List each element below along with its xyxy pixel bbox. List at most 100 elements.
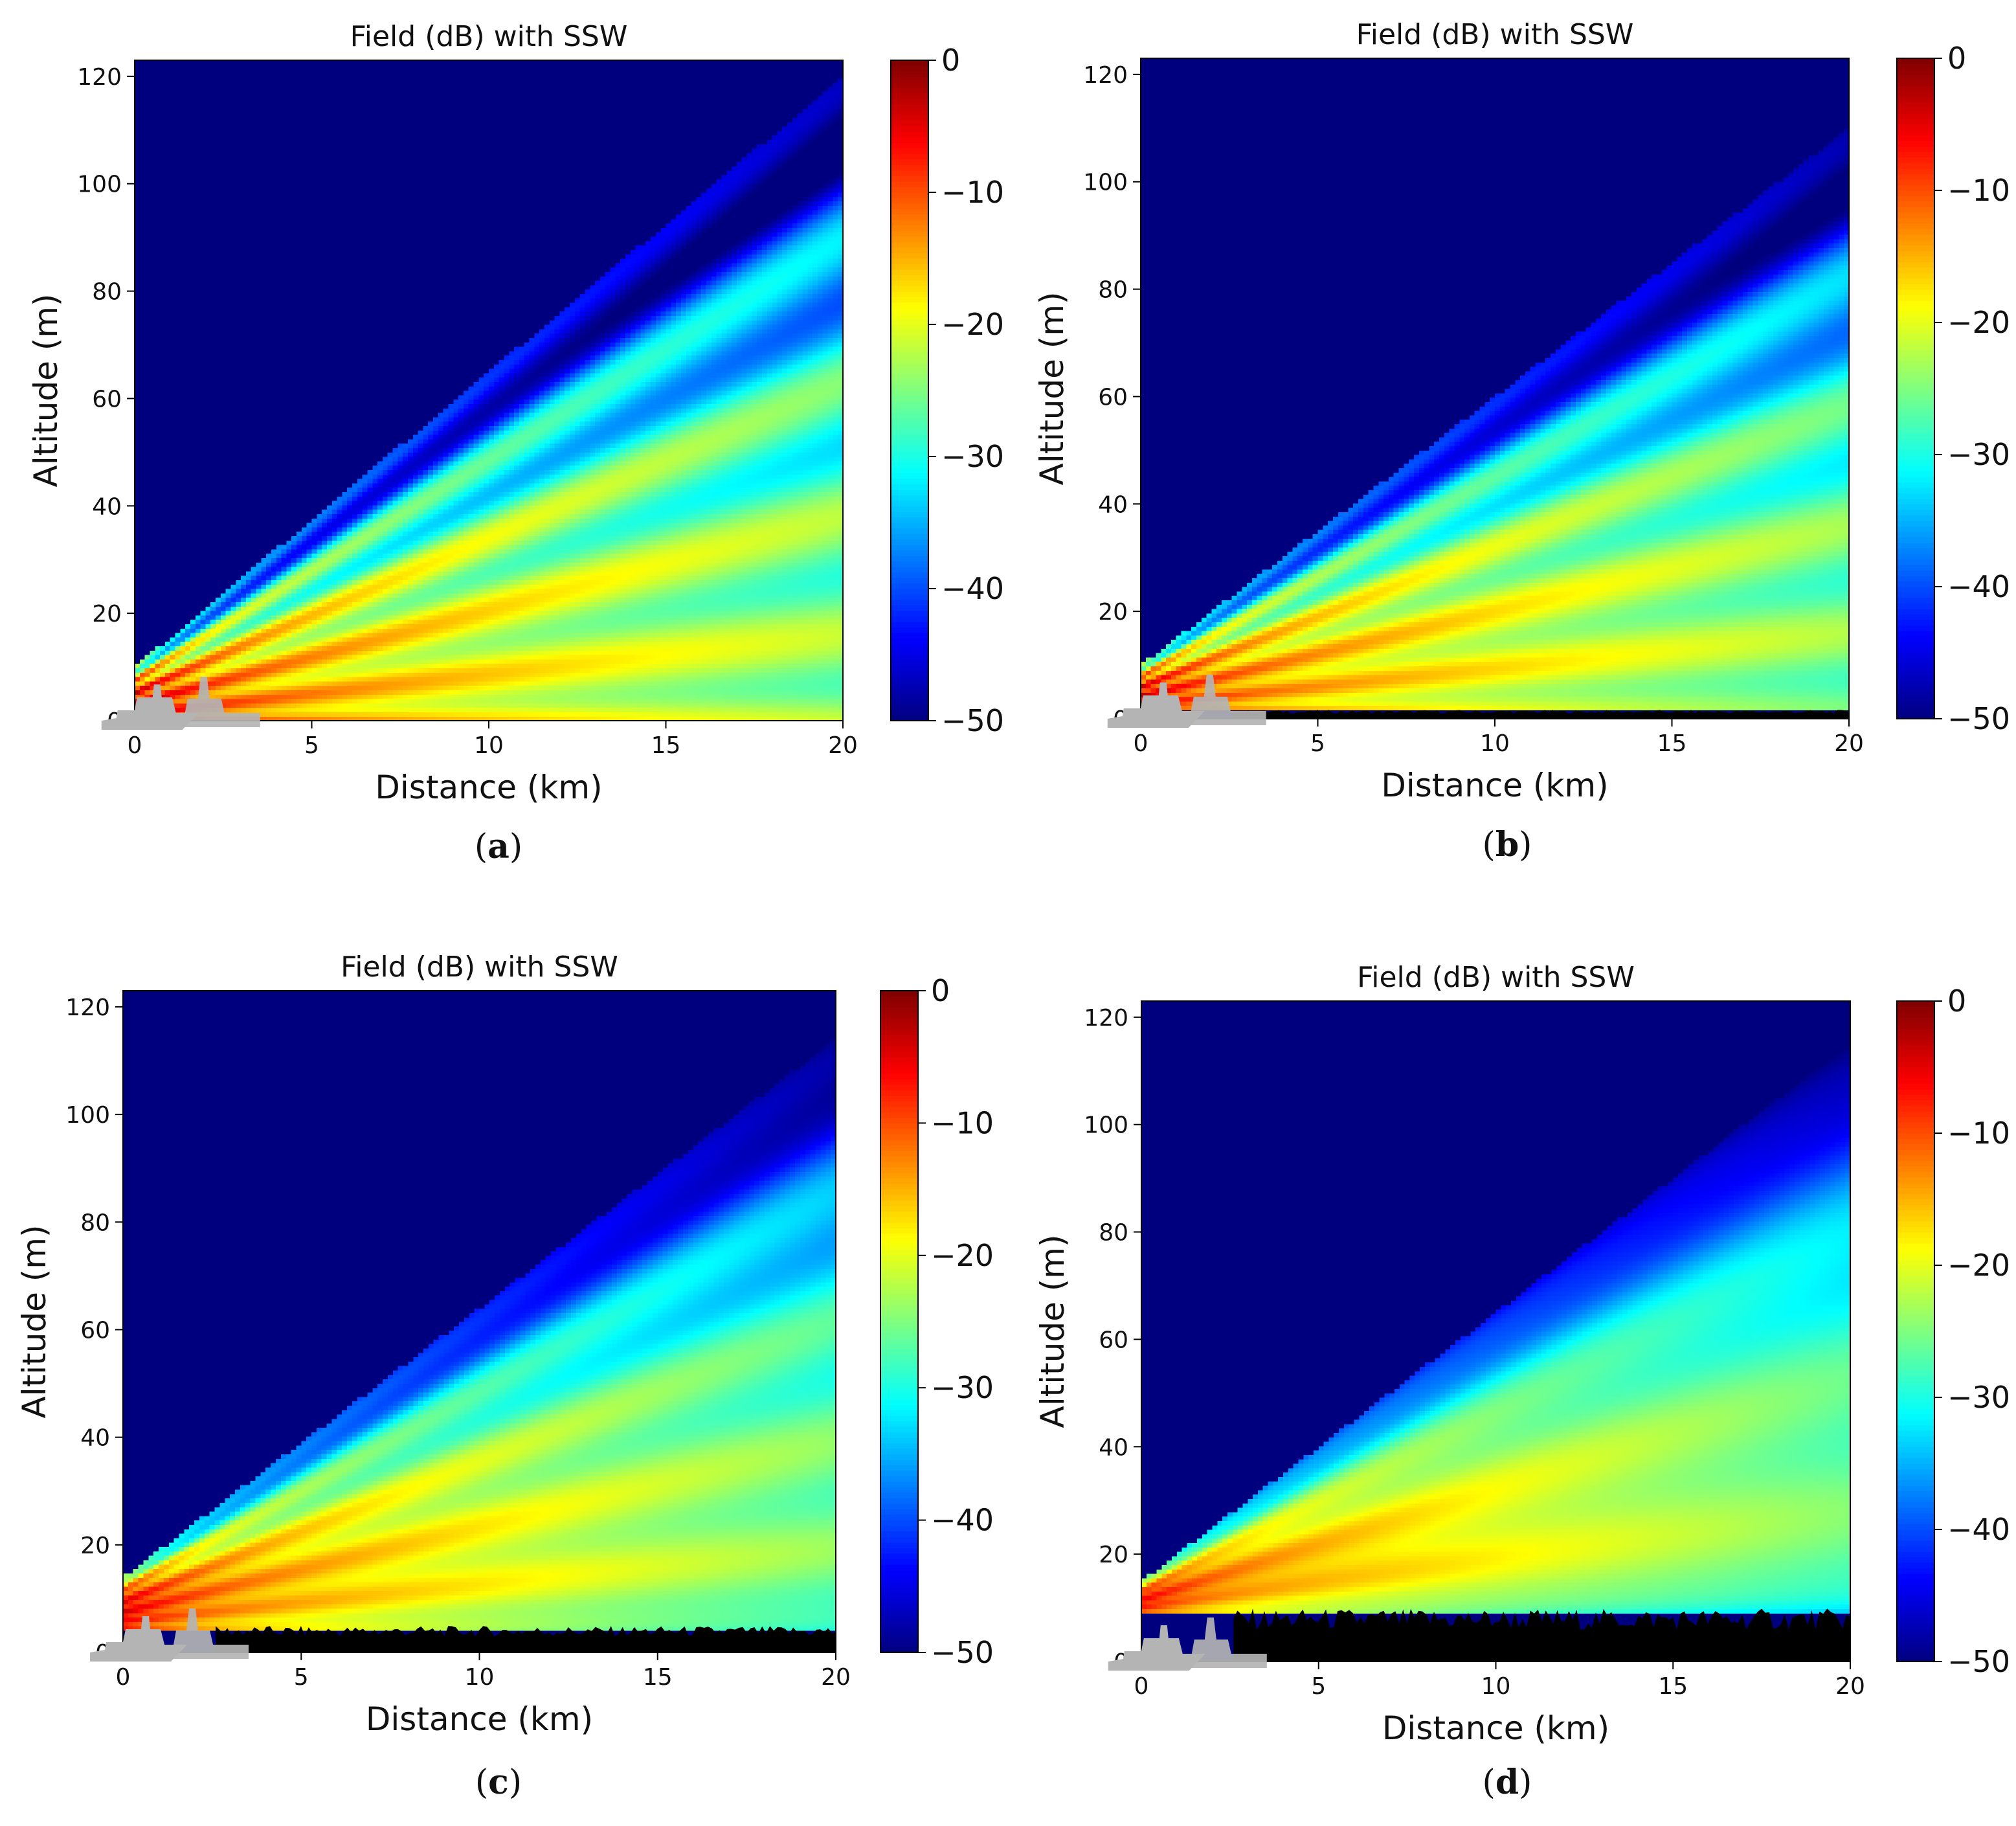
heatmap-cell [145,580,150,584]
heatmap-cell [145,483,150,488]
heatmap-cell [140,276,145,280]
heatmap-cell [135,567,140,571]
heatmap-cell [140,598,145,602]
heatmap-cell [145,293,150,298]
heatmap-cell [140,315,145,320]
heatmap-cell [135,126,140,131]
heatmap-cell [145,263,150,267]
heatmap-cell [145,633,150,637]
heatmap-cell [145,672,150,677]
heatmap-cell [140,602,145,606]
heatmap-cell [145,479,150,483]
heatmap-cell [135,342,140,346]
heatmap-cell [140,545,145,549]
heatmap-cell [135,532,140,536]
heatmap-cell [145,434,150,439]
heatmap-cell [145,100,150,104]
heatmap-cell [135,91,140,96]
heatmap-cell [145,474,150,479]
heatmap-cell [140,576,145,580]
heatmap-cell [145,602,150,606]
heatmap-cell [145,527,150,532]
heatmap-cell [140,479,145,483]
heatmap-cell [145,126,150,131]
heatmap-cell [140,593,145,598]
heatmap-cell [135,355,140,360]
heatmap-cell [135,690,140,694]
heatmap-cell [135,479,140,483]
heatmap-cell [145,245,150,250]
heatmap-cell [140,425,145,430]
heatmap-cell [140,491,145,496]
heatmap-cell [140,245,145,250]
heatmap-cell [140,540,145,545]
heatmap-cell [140,452,145,456]
heatmap-cell [145,444,150,448]
heatmap-cell [145,113,150,118]
heatmap-cell [140,558,145,562]
heatmap-cell [145,540,150,545]
heatmap-cell [135,69,140,74]
heatmap-cell [140,267,145,272]
heatmap-cell [145,82,150,87]
heatmap-cell [135,540,140,545]
heatmap-cell [140,109,145,113]
heatmap-cell [145,227,150,232]
heatmap-cell [135,386,140,390]
heatmap-cell [135,236,140,241]
heatmap-cell [140,447,145,452]
heatmap-cell [145,139,150,144]
heatmap-cell [140,469,145,474]
heatmap-cell [135,289,140,294]
heatmap-cell [145,307,150,311]
heatmap-cell [135,135,140,140]
heatmap-cell [135,549,140,554]
heatmap-cell [135,197,140,201]
heatmap-cell [145,664,150,668]
heatmap-cell [135,554,140,558]
heatmap-cell [140,227,145,232]
heatmap-cell [135,624,140,628]
heatmap-cell [135,496,140,501]
heatmap-cell [145,78,150,82]
heatmap-cell [145,378,150,382]
heatmap-cell [140,672,145,677]
heatmap-cell [145,488,150,492]
heatmap-cell [135,381,140,386]
heatmap-cell [140,346,145,351]
heatmap-cell [135,510,140,514]
heatmap-cell [145,576,150,580]
heatmap-cell [140,624,145,628]
heatmap-cell [140,562,145,567]
heatmap-cell [140,483,145,488]
heatmap-cell [135,527,140,532]
heatmap-cell [145,496,150,501]
heatmap-cell [135,571,140,576]
heatmap-cell [135,298,140,302]
heatmap-cell [135,73,140,78]
heatmap-cell [135,505,140,510]
heatmap-cell [135,615,140,620]
heatmap-cell [140,456,145,461]
heatmap-cell [135,144,140,148]
heatmap-cell [140,311,145,316]
heatmap-cell [145,469,150,474]
heatmap-cell [145,109,150,113]
heatmap-cell [145,403,150,408]
heatmap-cell [145,232,150,236]
heatmap-cell [135,183,140,188]
heatmap-cell [140,324,145,329]
heatmap-cell [140,637,145,642]
heatmap-cell [145,584,150,589]
heatmap-cell [145,659,150,664]
heatmap-cell [140,655,145,659]
heatmap-cell [135,677,140,681]
heatmap-cell [135,452,140,456]
heatmap-cell [140,113,145,118]
heatmap-cell [135,447,140,452]
heatmap-cell [145,192,150,197]
heatmap-cell [140,510,145,514]
heatmap-cell [145,179,150,184]
panel-a: 05101520020406080100120Field (dB) with S… [27,20,1004,866]
heatmap-cell [140,412,145,417]
